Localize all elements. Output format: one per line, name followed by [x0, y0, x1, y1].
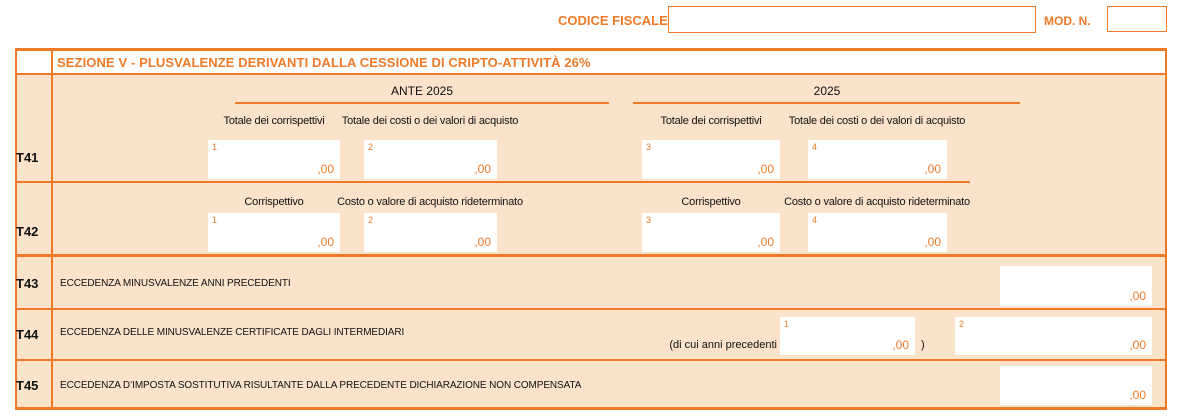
t43-field[interactable]: ,00 — [1000, 266, 1152, 306]
t44-field-2[interactable]: 2 ,00 — [955, 317, 1152, 355]
t41-field-4[interactable]: 4 ,00 — [808, 140, 947, 179]
field-number: 2 — [959, 319, 965, 329]
t43-row-label: ECCEDENZA MINUSVALENZE ANNI PRECEDENTI — [60, 278, 291, 289]
field-number: 2 — [368, 142, 374, 152]
t42-field-4[interactable]: 4 ,00 — [808, 213, 947, 252]
decimal-suffix: ,00 — [892, 338, 909, 352]
field-number: 1 — [212, 142, 218, 152]
codice-fiscale-input[interactable] — [668, 6, 1036, 33]
mod-n-input[interactable] — [1107, 6, 1167, 32]
decimal-suffix: ,00 — [924, 162, 941, 176]
t45-field[interactable]: ,00 — [1000, 366, 1152, 405]
row-id-t45: T45 — [16, 378, 39, 393]
decimal-suffix: ,00 — [474, 235, 491, 249]
field-number: 4 — [812, 215, 818, 225]
section-divider-line — [15, 73, 1167, 75]
ante-2025-underline — [235, 102, 609, 104]
t41-col-label-4: Totale dei costi o dei valori di acquist… — [788, 115, 966, 127]
t41-col-label-1: Totale dei corrispettivi — [223, 115, 325, 127]
t42-col-label-2: Costo o valore di acquisto rideterminato — [337, 196, 523, 208]
t42-col-label-4: Costo o valore di acquisto rideterminato — [784, 196, 970, 208]
decimal-suffix: ,00 — [1129, 289, 1146, 303]
codice-fiscale-label: CODICE FISCALE — [558, 13, 668, 28]
field-number: 3 — [646, 142, 652, 152]
underline-2025 — [633, 102, 1020, 104]
field-number: 1 — [784, 319, 790, 329]
decimal-suffix: ,00 — [474, 162, 491, 176]
bottom-border-line — [15, 407, 1167, 410]
t44-field-1[interactable]: 1 ,00 — [780, 317, 915, 355]
t42-col-label-1: Corrispettivo — [244, 196, 304, 208]
t42-field-3[interactable]: 3 ,00 — [642, 213, 780, 252]
mod-n-label: MOD. N. — [1044, 14, 1091, 28]
decimal-suffix: ,00 — [1129, 338, 1146, 352]
label-column-line — [51, 48, 53, 409]
decimal-suffix: ,00 — [317, 235, 334, 249]
top-border-line — [15, 48, 1167, 51]
decimal-suffix: ,00 — [317, 162, 334, 176]
t41-col-label-2: Totale dei costi o dei valori di acquist… — [341, 115, 519, 127]
row-id-t41: T41 — [16, 150, 39, 165]
t44-close-paren: ) — [921, 339, 925, 351]
row-id-t43: T43 — [16, 276, 39, 291]
decimal-suffix: ,00 — [757, 235, 774, 249]
field-number: 2 — [368, 215, 374, 225]
t41-field-3[interactable]: 3 ,00 — [642, 140, 780, 179]
t44-sub-label: (di cui anni precedenti — [669, 339, 777, 351]
t42-field-2[interactable]: 2 ,00 — [364, 213, 497, 252]
left-border-line — [15, 48, 17, 409]
section-title: SEZIONE V - PLUSVALENZE DERIVANTI DALLA … — [57, 55, 591, 70]
field-number: 4 — [812, 142, 818, 152]
field-number: 3 — [646, 215, 652, 225]
t42-col-label-3: Corrispettivo — [681, 196, 741, 208]
group-header-ante-2025: ANTE 2025 — [390, 84, 454, 98]
t44-row-label: ECCEDENZA DELLE MINUSVALENZE CERTIFICATE… — [60, 327, 405, 338]
row-id-t42: T42 — [16, 224, 39, 239]
field-number: 1 — [212, 215, 218, 225]
t41-field-2[interactable]: 2 ,00 — [364, 140, 497, 179]
row-id-t44: T44 — [16, 327, 39, 342]
t41-col-label-3: Totale dei corrispettivi — [660, 115, 762, 127]
right-border-line — [1165, 48, 1167, 409]
decimal-suffix: ,00 — [1129, 388, 1146, 402]
t43-t44-divider — [15, 308, 1167, 310]
group-header-2025: 2025 — [813, 84, 841, 98]
t41-field-1[interactable]: 1 ,00 — [208, 140, 340, 179]
t42-field-1[interactable]: 1 ,00 — [208, 213, 340, 252]
t42-t43-divider — [15, 254, 1167, 257]
t41-t42-divider — [15, 181, 970, 183]
t44-t45-divider — [15, 359, 1167, 361]
decimal-suffix: ,00 — [757, 162, 774, 176]
decimal-suffix: ,00 — [924, 235, 941, 249]
t45-row-label: ECCEDENZA D’IMPOSTA SOSTITUTIVA RISULTAN… — [60, 380, 582, 391]
